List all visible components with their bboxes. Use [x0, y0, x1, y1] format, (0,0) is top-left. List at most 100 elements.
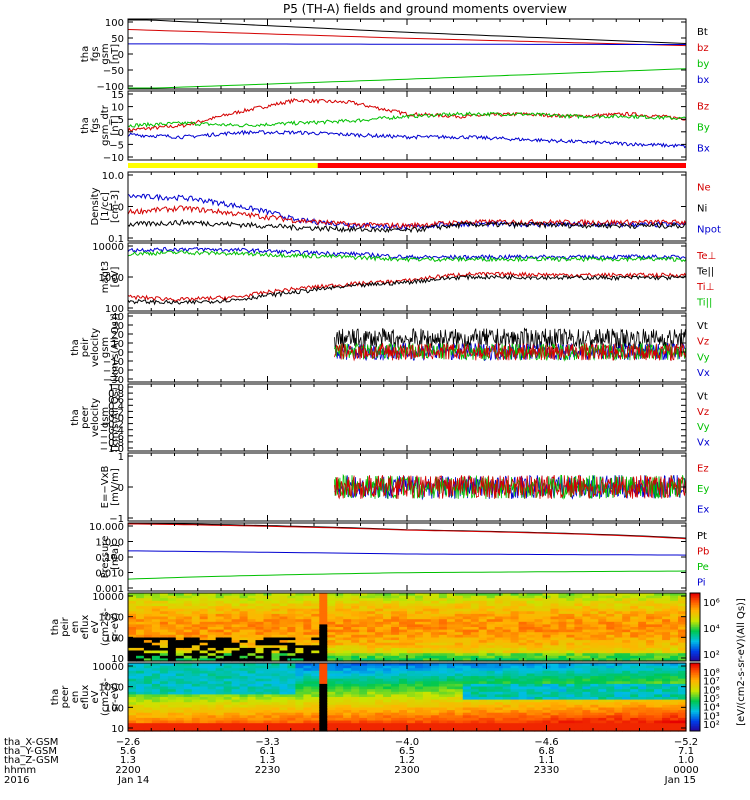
- heatmap-cell: [646, 606, 655, 610]
- heatmap-cell: [191, 619, 201, 623]
- heatmap-cell: [598, 710, 607, 714]
- heatmap-cell: [558, 627, 568, 631]
- heatmap-cell: [415, 717, 424, 722]
- heatmap-cell: [319, 678, 328, 682]
- heatmap-cell: [502, 650, 512, 654]
- heatmap-cell: [438, 689, 448, 693]
- heatmap-cell: [438, 720, 448, 724]
- heatmap-cell: [128, 673, 137, 677]
- heatmap-cell: [271, 632, 281, 636]
- heatmap-cell: [183, 665, 193, 669]
- heatmap-cell: [183, 637, 193, 641]
- heatmap-cell: [215, 665, 225, 669]
- heatmap-cell: [175, 640, 185, 644]
- heatmap-cell: [375, 691, 384, 695]
- heatmap-cell: [550, 629, 560, 633]
- heatmap-cell: [606, 663, 615, 667]
- heatmap-cell: [654, 658, 663, 662]
- heatmap-cell: [502, 655, 512, 659]
- heatmap-cell: [287, 603, 296, 607]
- heatmap-cell: [534, 686, 544, 690]
- heatmap-cell: [167, 715, 177, 719]
- heatmap-cell: [375, 632, 384, 636]
- heatmap-cell: [151, 658, 161, 662]
- heatmap-cell: [159, 624, 169, 628]
- heatmap-cell: [502, 683, 512, 688]
- heatmap-cell: [327, 712, 336, 716]
- heatmap-cell: [143, 653, 153, 657]
- heatmap-cell: [470, 686, 480, 690]
- heatmap-cell: [598, 725, 607, 729]
- heatmap-cell: [518, 629, 528, 633]
- heatmap-cell: [207, 634, 217, 638]
- heatmap-cell: [383, 670, 392, 674]
- heatmap-cell: [175, 694, 185, 698]
- heatmap-cell: [159, 655, 169, 659]
- heatmap-cell: [175, 606, 185, 610]
- heatmap-cell: [622, 689, 631, 693]
- heatmap-cell: [183, 655, 193, 659]
- heatmap-cell: [438, 704, 448, 708]
- heatmap-cell: [375, 676, 384, 680]
- heatmap-cell: [638, 655, 647, 659]
- heatmap-cell: [151, 611, 161, 615]
- heatmap-cell: [255, 663, 265, 667]
- heatmap-cell: [662, 697, 671, 701]
- heatmap-cell: [662, 632, 671, 636]
- heatmap-cell: [239, 655, 249, 659]
- heatmap-cell: [446, 611, 456, 615]
- heatmap-cell: [534, 725, 544, 729]
- heatmap-cell: [287, 632, 296, 636]
- heatmap-cell: [462, 634, 472, 638]
- heatmap-cell: [494, 593, 504, 597]
- heatmap-cell: [215, 697, 225, 701]
- heatmap-cell: [574, 619, 583, 623]
- heatmap-cell: [159, 616, 169, 620]
- heatmap-cell: [630, 723, 639, 727]
- heatmap-cell: [502, 720, 512, 724]
- heatmap-cell: [454, 707, 464, 711]
- heatmap-cell: [303, 725, 312, 729]
- heatmap-cell: [191, 663, 201, 667]
- heatmap-cell: [199, 673, 209, 677]
- heatmap-cell: [383, 603, 392, 607]
- heatmap-cell: [534, 598, 544, 602]
- legend-ey: Ey: [697, 484, 709, 495]
- heatmap-cell: [175, 632, 185, 636]
- heatmap-cell: [183, 645, 193, 649]
- heatmap-cell: [486, 707, 496, 711]
- heatmap-cell: [662, 606, 671, 610]
- heatmap-cell: [391, 694, 400, 698]
- colorbar-segment: [690, 606, 700, 609]
- heatmap-cell: [175, 702, 185, 706]
- heatmap-cell: [518, 681, 528, 685]
- heatmap-cell: [271, 645, 281, 649]
- y-axis-label-line: en: [70, 621, 81, 634]
- heatmap-cell: [231, 598, 241, 602]
- heatmap-cell: [430, 616, 440, 620]
- heatmap-cell: [646, 655, 655, 659]
- heatmap-cell: [582, 613, 591, 618]
- heatmap-cell: [622, 717, 631, 722]
- heatmap-cell: [422, 642, 432, 646]
- colorbar-segment: [690, 664, 700, 667]
- heatmap-cell: [502, 658, 512, 662]
- heatmap-cell: [167, 702, 177, 706]
- heatmap-cell: [606, 655, 615, 659]
- heatmap-cell: [287, 691, 296, 695]
- heatmap-cell: [574, 634, 583, 638]
- heatmap-cell: [351, 624, 360, 628]
- heatmap-cell: [438, 723, 448, 727]
- heatmap-cell: [446, 600, 456, 604]
- y-axis-label-line: [cm-3]: [110, 190, 121, 223]
- heatmap-cell: [574, 673, 583, 677]
- heatmap-cell: [407, 689, 416, 693]
- colorbar-segment: [690, 647, 700, 650]
- heatmap-cell: [454, 611, 464, 615]
- heatmap-cell: [327, 720, 336, 724]
- heatmap-cell: [247, 723, 257, 727]
- heatmap-cell: [494, 595, 504, 599]
- heatmap-cell: [566, 717, 575, 722]
- heatmap-cell: [422, 653, 432, 657]
- heatmap-cell: [598, 678, 607, 682]
